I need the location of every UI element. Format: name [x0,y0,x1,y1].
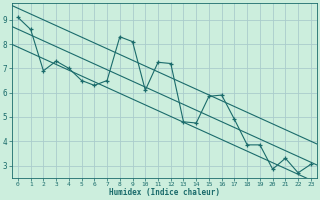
X-axis label: Humidex (Indice chaleur): Humidex (Indice chaleur) [109,188,220,197]
